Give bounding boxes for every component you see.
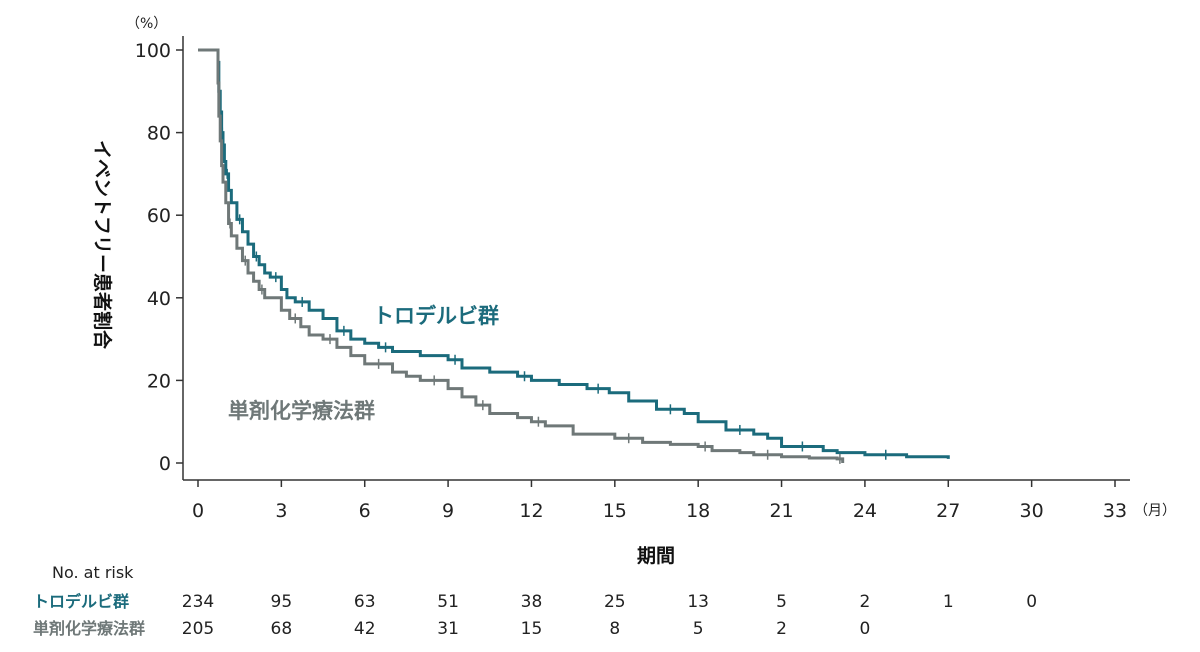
x-tick-label: 9	[442, 500, 454, 522]
y-unit-label: （%）	[126, 16, 167, 32]
risk-value: 8	[609, 619, 620, 639]
risk-value: 15	[521, 619, 543, 639]
risk-value: 42	[354, 619, 376, 639]
risk-value: 63	[354, 592, 376, 612]
survival-curves	[198, 48, 950, 464]
x-tick-label: 12	[519, 500, 543, 522]
risk-value: 0	[1026, 592, 1037, 612]
y-tick-label: 40	[147, 288, 171, 310]
risk-value: 13	[687, 592, 709, 612]
risk-value: 5	[776, 592, 787, 612]
x-tick-label: 33	[1103, 500, 1127, 522]
x-tick-label: 3	[275, 500, 287, 522]
risk-value: 5	[693, 619, 704, 639]
x-unit-label: （月）	[1134, 503, 1176, 519]
risk-value: 68	[271, 619, 293, 639]
x-tick-label: 27	[936, 500, 960, 522]
risk-value: 95	[271, 592, 293, 612]
x-tick-label: 18	[686, 500, 710, 522]
risk-row-label-chemo: 単剤化学療法群	[33, 619, 145, 638]
y-tick-label: 60	[147, 205, 171, 227]
series-label-trodelvy: トロデルビ群	[373, 304, 499, 328]
risk-value: 0	[859, 619, 870, 639]
x-tick-label: 24	[853, 500, 877, 522]
risk-value: 31	[437, 619, 459, 639]
y-axis: 0 20 40 60 80 100	[135, 36, 184, 480]
x-tick-label: 0	[192, 500, 204, 522]
y-tick-label: 20	[147, 370, 171, 392]
risk-value: 2	[859, 592, 870, 612]
series-label-chemo: 単剤化学療法群	[228, 399, 375, 423]
survival-curve-trodelvy	[198, 48, 950, 459]
risk-value: 38	[521, 592, 543, 612]
x-tick-label: 15	[603, 500, 627, 522]
risk-value: 2	[776, 619, 787, 639]
risk-row-label-trodelvy: トロデルビ群	[33, 592, 129, 611]
x-tick-label: 6	[359, 500, 371, 522]
x-tick-label: 30	[1020, 500, 1044, 522]
x-axis: 0 3 6 9 12 15 18 21 24 27 30 33	[183, 479, 1130, 522]
risk-value: 25	[604, 592, 626, 612]
x-axis-title: 期間	[637, 545, 675, 567]
risk-value: 234	[182, 592, 214, 612]
risk-value: 205	[182, 619, 214, 639]
risk-table-title: No. at risk	[52, 563, 134, 582]
risk-value: 1	[943, 592, 954, 612]
y-tick-label: 0	[159, 453, 171, 475]
y-tick-label: 100	[135, 40, 171, 62]
x-tick-label: 21	[769, 500, 793, 522]
survival-curve-chemo	[198, 48, 845, 463]
y-axis-title: イベントフリー患者割合	[91, 140, 114, 350]
risk-value: 51	[437, 592, 459, 612]
y-tick-label: 80	[147, 123, 171, 145]
